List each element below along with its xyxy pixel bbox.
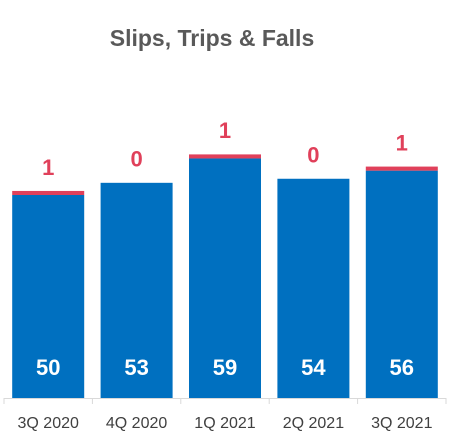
top-value-label: 1 bbox=[42, 155, 54, 180]
bar-value-label: 56 bbox=[390, 355, 414, 380]
bar-segment bbox=[189, 158, 261, 398]
bar-segment bbox=[189, 154, 261, 159]
bar-segment bbox=[277, 178, 350, 398]
bar-segment bbox=[365, 166, 438, 171]
x-tick-label: 3Q 2021 bbox=[371, 415, 432, 432]
top-value-label: 0 bbox=[307, 143, 319, 168]
bar-value-label: 50 bbox=[36, 355, 60, 380]
x-tick-label: 3Q 2020 bbox=[18, 415, 79, 432]
bar-value-label: 59 bbox=[213, 355, 237, 380]
top-value-label: 0 bbox=[130, 147, 142, 172]
x-tick-label: 4Q 2020 bbox=[106, 415, 167, 432]
bar-value-label: 54 bbox=[301, 355, 326, 380]
bar-segment bbox=[12, 195, 85, 398]
top-value-label: 1 bbox=[396, 130, 408, 155]
bar-value-label: 53 bbox=[124, 355, 148, 380]
x-tick-label: 1Q 2021 bbox=[194, 415, 255, 432]
top-value-label: 1 bbox=[219, 118, 231, 143]
bar-segment bbox=[365, 170, 438, 398]
x-tick-label: 2Q 2021 bbox=[283, 415, 344, 432]
bar-segment bbox=[100, 182, 173, 398]
chart-title: Slips, Trips & Falls bbox=[110, 25, 315, 51]
bar-segment bbox=[12, 190, 85, 195]
